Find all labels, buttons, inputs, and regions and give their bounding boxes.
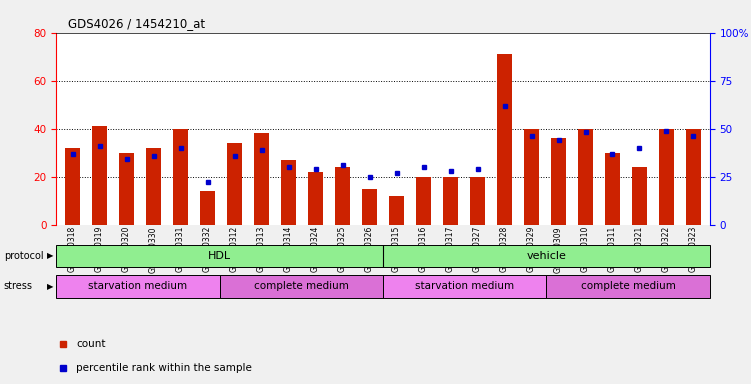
Bar bbox=[56, 245, 383, 267]
Bar bbox=[497, 54, 512, 225]
Bar bbox=[632, 167, 647, 225]
Bar bbox=[551, 138, 566, 225]
Bar bbox=[416, 177, 431, 225]
Text: HDL: HDL bbox=[208, 251, 231, 261]
Text: percentile rank within the sample: percentile rank within the sample bbox=[76, 363, 252, 373]
Bar bbox=[443, 177, 458, 225]
Bar bbox=[335, 167, 350, 225]
Bar bbox=[173, 129, 188, 225]
Text: GDS4026 / 1454210_at: GDS4026 / 1454210_at bbox=[68, 17, 205, 30]
Bar bbox=[659, 129, 674, 225]
Bar bbox=[281, 160, 296, 225]
Bar bbox=[362, 189, 377, 225]
Bar bbox=[383, 245, 710, 267]
Text: starvation medium: starvation medium bbox=[415, 281, 514, 291]
Bar bbox=[383, 275, 547, 298]
Bar bbox=[92, 126, 107, 225]
Bar bbox=[56, 275, 219, 298]
Text: ▶: ▶ bbox=[47, 251, 54, 260]
Bar bbox=[686, 129, 701, 225]
Text: complete medium: complete medium bbox=[581, 281, 675, 291]
Bar bbox=[146, 148, 161, 225]
Bar bbox=[470, 177, 485, 225]
Bar bbox=[308, 172, 323, 225]
Bar bbox=[119, 153, 134, 225]
Bar bbox=[578, 129, 593, 225]
Bar bbox=[524, 129, 539, 225]
Text: complete medium: complete medium bbox=[254, 281, 348, 291]
Text: vehicle: vehicle bbox=[526, 251, 566, 261]
Bar bbox=[200, 191, 215, 225]
Text: count: count bbox=[76, 339, 105, 349]
Text: protocol: protocol bbox=[4, 251, 44, 261]
Text: starvation medium: starvation medium bbox=[89, 281, 188, 291]
Text: stress: stress bbox=[4, 281, 33, 291]
Bar bbox=[547, 275, 710, 298]
Bar bbox=[605, 153, 620, 225]
Text: ▶: ▶ bbox=[47, 282, 54, 291]
Bar bbox=[227, 143, 242, 225]
Bar bbox=[389, 196, 404, 225]
Bar bbox=[65, 148, 80, 225]
Bar bbox=[254, 134, 269, 225]
Bar bbox=[219, 275, 383, 298]
